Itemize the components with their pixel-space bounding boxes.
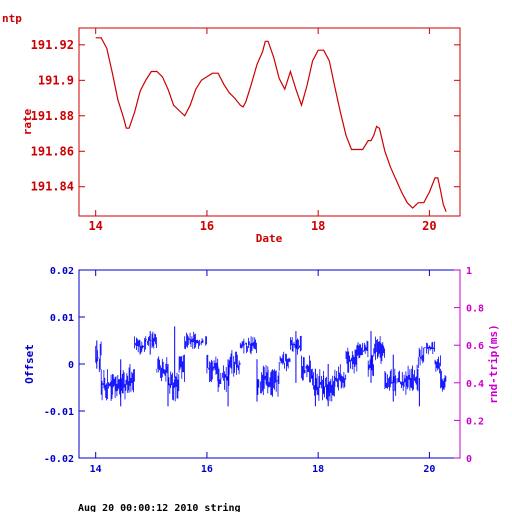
rate-y-tick-label: 191.88 — [31, 109, 74, 123]
date-axis-label: Date — [256, 232, 283, 245]
rate-series-line — [95, 37, 447, 212]
offset-x-tick-label: 16 — [201, 464, 213, 475]
date-x-tick-label: 20 — [422, 219, 436, 233]
offset-chart: -0.02 -0.01 0 0.01 0.02 0 0.2 0.4 0.6 0.8 1 14 16 1… — [23, 266, 500, 475]
rnd-trip-y-tick-label: 0.6 — [466, 341, 484, 352]
offset-axis-label: Offset — [23, 344, 36, 384]
rate-plot-frame — [78, 27, 461, 217]
offset-plot-frame — [78, 269, 461, 459]
timestamp-footer: Aug 20 00:00:12 2010 string — [78, 502, 241, 512]
offset-y-tick-label: 0.01 — [50, 313, 74, 324]
rnd-trip-y-tick-label: 1 — [466, 266, 472, 277]
date-x-tick-label: 16 — [200, 219, 214, 233]
offset-y-tick-label: 0.02 — [50, 266, 74, 277]
offset-series-trace — [95, 331, 447, 402]
rate-y-tick-label: 191.86 — [31, 144, 74, 158]
offset-x-tick-label: 20 — [423, 464, 435, 475]
rate-y-tick-label: 191.84 — [31, 180, 74, 194]
rnd-trip-y-tick-label: 0.8 — [466, 304, 484, 315]
offset-x-tick-label: 18 — [312, 464, 324, 475]
rnd-trip-y-tick-label: 0.4 — [466, 379, 484, 390]
offset-y-tick-label: -0.02 — [44, 454, 74, 465]
offset-x-tick-label: 14 — [90, 464, 102, 475]
date-x-tick-label: 18 — [311, 219, 325, 233]
date-x-tick-label: 14 — [88, 219, 102, 233]
rate-axis-label: rate — [21, 108, 34, 135]
offset-y-tick-label: 0 — [68, 360, 74, 371]
rnd-trip-y-tick-label: 0 — [466, 454, 472, 465]
offset-y-tick-label: -0.01 — [44, 407, 74, 418]
rnd-trip-y-tick-label: 0.2 — [466, 416, 484, 427]
chart-title: ntp — [2, 12, 22, 25]
rate-chart: 191.84 191.86 191.88 191.9 191.92 14 16 18 20 r… — [21, 27, 461, 245]
rate-y-tick-label: 191.92 — [31, 38, 74, 52]
rate-y-tick-label: 191.9 — [38, 73, 74, 87]
rnd-trip-axis-label: rnd-trip(ms) — [487, 324, 500, 403]
